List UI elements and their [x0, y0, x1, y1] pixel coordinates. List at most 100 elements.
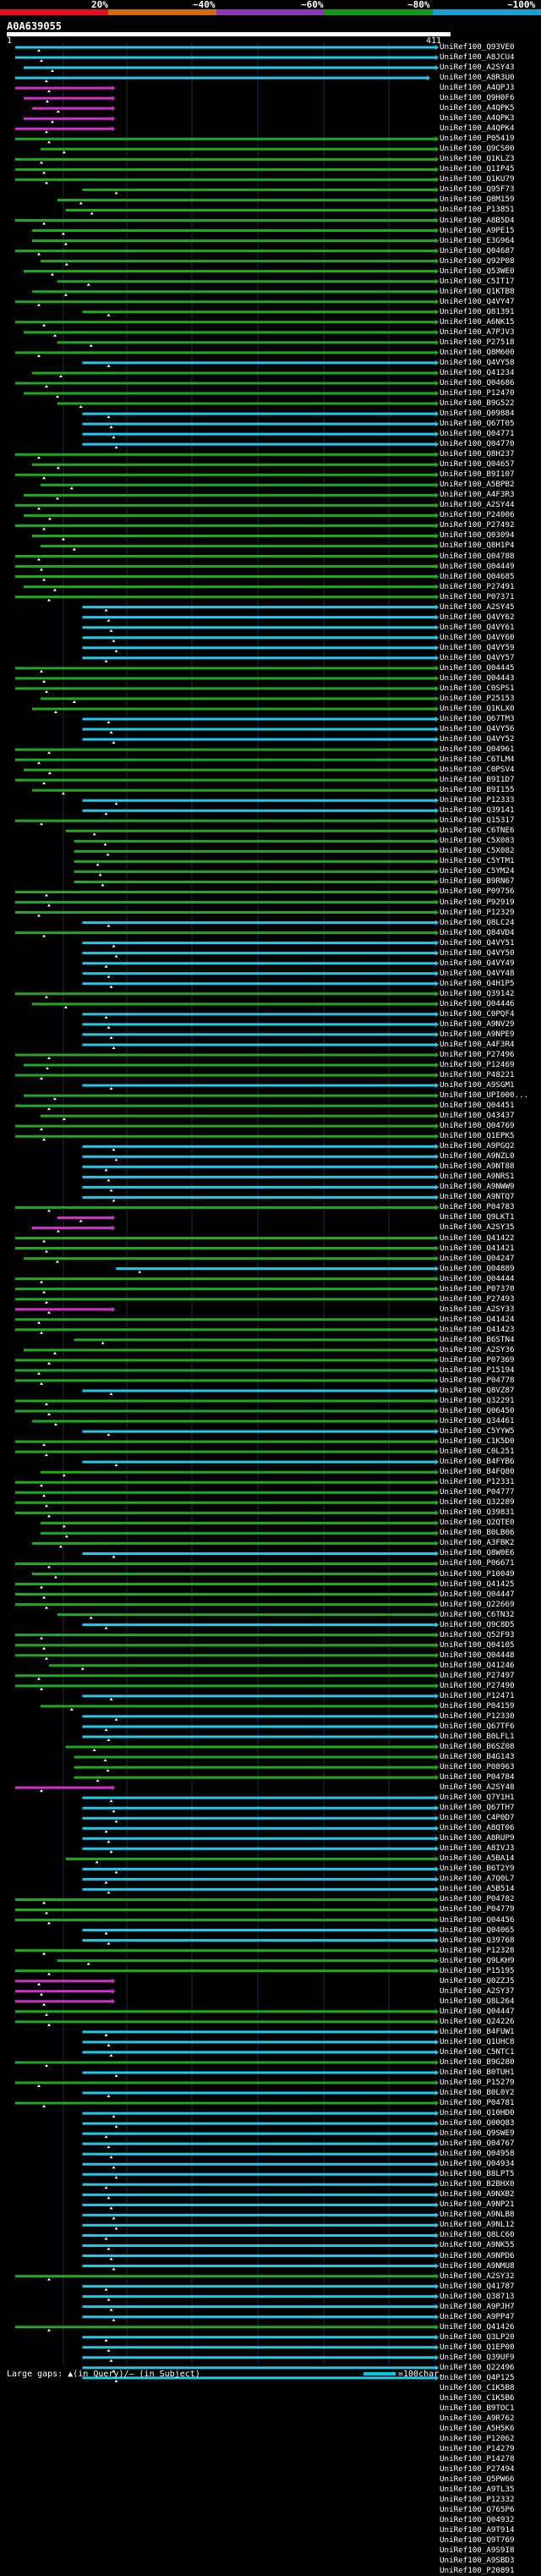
- hit-label[interactable]: UniRef100_A2SY45: [440, 601, 515, 612]
- hit-label[interactable]: UniRef100_P12331: [440, 1477, 515, 1487]
- hit-label[interactable]: UniRef100_P12329: [440, 907, 515, 917]
- hit-label[interactable]: UniRef100_A7PJV3: [440, 327, 515, 337]
- hit-label[interactable]: UniRef100_C5YM24: [440, 866, 515, 876]
- hit-label[interactable]: UniRef100_Q03094: [440, 530, 515, 541]
- hit-label[interactable]: UniRef100_A9PP47: [440, 2311, 515, 2321]
- hit-label[interactable]: UniRef100_Q04447: [440, 2006, 515, 2016]
- hit-label[interactable]: UniRef100_C6TN32: [440, 1609, 515, 1619]
- hit-label[interactable]: UniRef100_P27491: [440, 581, 515, 591]
- hit-label[interactable]: UniRef100_Q04445: [440, 662, 515, 673]
- hit-label[interactable]: UniRef100_Q9T769: [440, 2535, 515, 2546]
- hit-label[interactable]: UniRef100_Q2QTE0: [440, 1518, 515, 1528]
- hit-label[interactable]: UniRef100_B4FUW1: [440, 2026, 515, 2036]
- hit-label[interactable]: UniRef100_Q24226: [440, 2016, 515, 2026]
- hit-label[interactable]: UniRef100_P27492: [440, 520, 515, 530]
- hit-label[interactable]: UniRef100_Q04247: [440, 1253, 515, 1263]
- hit-label[interactable]: UniRef100_A9SBD3: [440, 2556, 515, 2566]
- hit-label[interactable]: UniRef100_C6TLM4: [440, 755, 515, 765]
- hit-label[interactable]: UniRef100_Q04685: [440, 571, 515, 581]
- hit-label[interactable]: UniRef100_A9NV29: [440, 1019, 515, 1029]
- hit-label[interactable]: UniRef100_B9G280: [440, 2057, 515, 2067]
- hit-label[interactable]: UniRef100_Q5PW66: [440, 2474, 515, 2485]
- hit-label[interactable]: UniRef100_Q04769: [440, 1121, 515, 1131]
- hit-label[interactable]: UniRef100_Q00Q83: [440, 2118, 515, 2128]
- hit-label[interactable]: UniRef100_A8QT06: [440, 1823, 515, 1833]
- hit-label[interactable]: UniRef100_P13851: [440, 205, 515, 215]
- hit-label[interactable]: UniRef100_Q67T05: [440, 419, 515, 429]
- hit-label[interactable]: UniRef100_P12330: [440, 1711, 515, 1721]
- hit-label[interactable]: UniRef100_Q8H237: [440, 449, 515, 459]
- hit-label[interactable]: UniRef100_A3FBK2: [440, 1538, 515, 1548]
- hit-label[interactable]: UniRef100_Q41246: [440, 1660, 515, 1670]
- hit-label[interactable]: UniRef100_A9T914: [440, 2525, 515, 2535]
- hit-label[interactable]: UniRef100_P04777: [440, 1487, 515, 1497]
- hit-label[interactable]: UniRef100_P24006: [440, 510, 515, 520]
- hit-label[interactable]: UniRef100_Q4VY59: [440, 642, 515, 652]
- hit-label[interactable]: UniRef100_Q04788: [440, 551, 515, 561]
- hit-label[interactable]: UniRef100_A5B514: [440, 1884, 515, 1894]
- hit-label[interactable]: UniRef100_A9NPE9: [440, 1029, 515, 1039]
- hit-label[interactable]: UniRef100_A9NP21: [440, 2200, 515, 2210]
- hit-label[interactable]: UniRef100_A9S9I8: [440, 2546, 515, 2556]
- hit-label[interactable]: UniRef100_P12470: [440, 388, 515, 398]
- hit-label[interactable]: UniRef100_A8IVJ3: [440, 1843, 515, 1854]
- hit-label[interactable]: UniRef100_A9NTQ7: [440, 1192, 515, 1202]
- hit-label[interactable]: UniRef100_P15194: [440, 1365, 515, 1375]
- hit-label[interactable]: UniRef100_Q39UF9: [440, 2352, 515, 2362]
- hit-label[interactable]: UniRef100_A2SY37: [440, 1986, 515, 1996]
- hit-label[interactable]: UniRef100_A9SGM1: [440, 1080, 515, 1090]
- hit-label[interactable]: UniRef100_A2SY48: [440, 1782, 515, 1793]
- hit-label[interactable]: UniRef100_P20891: [440, 2566, 515, 2576]
- hit-label[interactable]: UniRef100_A5H5K6: [440, 2424, 515, 2434]
- hit-label[interactable]: UniRef100_P27518: [440, 337, 515, 347]
- hit-label[interactable]: UniRef100_Q9SWE9: [440, 2128, 515, 2139]
- hit-label[interactable]: UniRef100_Q9C8D5: [440, 1619, 515, 1629]
- hit-label[interactable]: UniRef100_P12062: [440, 2434, 515, 2444]
- hit-label[interactable]: UniRef100_C5IT17: [440, 276, 515, 286]
- hit-label[interactable]: UniRef100_Q1KU79: [440, 174, 515, 184]
- hit-label[interactable]: UniRef100_A6NK15: [440, 316, 515, 327]
- hit-label[interactable]: UniRef100_Q04444: [440, 1273, 515, 1283]
- hit-label[interactable]: UniRef100_Q67TM3: [440, 713, 515, 723]
- hit-label[interactable]: UniRef100_A2SY33: [440, 1304, 515, 1314]
- hit-label[interactable]: UniRef100_A8R3U0: [440, 73, 515, 83]
- hit-label[interactable]: UniRef100_A5BA14: [440, 1854, 515, 1864]
- hit-label[interactable]: UniRef100_P04778: [440, 1375, 515, 1385]
- hit-label[interactable]: UniRef100_Q1KLX0: [440, 703, 515, 713]
- hit-label[interactable]: UniRef100_Q41421: [440, 1243, 515, 1253]
- hit-label[interactable]: UniRef100_P09756: [440, 887, 515, 897]
- hit-label[interactable]: UniRef100_A8JCU4: [440, 52, 515, 63]
- hit-label[interactable]: UniRef100_P27493: [440, 1293, 515, 1304]
- hit-label[interactable]: UniRef100_A9NT88: [440, 1162, 515, 1172]
- hit-label[interactable]: UniRef100_P14278: [440, 2454, 515, 2464]
- hit-label[interactable]: UniRef100_Q9CS00: [440, 144, 515, 154]
- hit-label[interactable]: UniRef100_Q41425: [440, 1579, 515, 1589]
- hit-label[interactable]: UniRef100_Q4VY60: [440, 632, 515, 642]
- hit-label[interactable]: UniRef100_Q32291: [440, 1395, 515, 1405]
- hit-label[interactable]: UniRef100_Q8M600: [440, 347, 515, 357]
- hit-label[interactable]: UniRef100_Q4H1P5: [440, 978, 515, 988]
- hit-label[interactable]: UniRef100_Q41234: [440, 367, 515, 377]
- hit-label[interactable]: UniRef100_Q41787: [440, 2281, 515, 2291]
- hit-label[interactable]: UniRef100_P04779: [440, 1904, 515, 1914]
- hit-label[interactable]: UniRef100_Q15317: [440, 816, 515, 826]
- hit-label[interactable]: UniRef100_A9NRS1: [440, 1172, 515, 1182]
- hit-label[interactable]: UniRef100_Q0ZZJ5: [440, 1975, 515, 1986]
- hit-label[interactable]: UniRef100_B0LB06: [440, 1528, 515, 1538]
- hit-label[interactable]: UniRef100_Q4VY47: [440, 296, 515, 306]
- hit-label[interactable]: UniRef100_Q8L264: [440, 1996, 515, 2006]
- hit-label[interactable]: UniRef100_Q4VY48: [440, 968, 515, 978]
- hit-label[interactable]: UniRef100_A9NK55: [440, 2240, 515, 2250]
- hit-label[interactable]: UniRef100_B9I155: [440, 785, 515, 795]
- hit-label[interactable]: UniRef100_Q10HD0: [440, 2108, 515, 2118]
- hit-label[interactable]: UniRef100_Q81391: [440, 306, 515, 316]
- hit-label[interactable]: UniRef100_B9G522: [440, 398, 515, 409]
- hit-label[interactable]: UniRef100_Q84VD4: [440, 927, 515, 937]
- hit-label[interactable]: UniRef100_A4QPJ3: [440, 83, 515, 93]
- hit-label[interactable]: UniRef100_Q04449: [440, 561, 515, 571]
- hit-label[interactable]: UniRef100_Q41426: [440, 2321, 515, 2332]
- hit-label[interactable]: UniRef100_A4F3R3: [440, 490, 515, 500]
- hit-label[interactable]: UniRef100_A9NL12: [440, 2220, 515, 2230]
- hit-label[interactable]: UniRef100_Q04932: [440, 2515, 515, 2525]
- hit-label[interactable]: UniRef100_P08963: [440, 1762, 515, 1772]
